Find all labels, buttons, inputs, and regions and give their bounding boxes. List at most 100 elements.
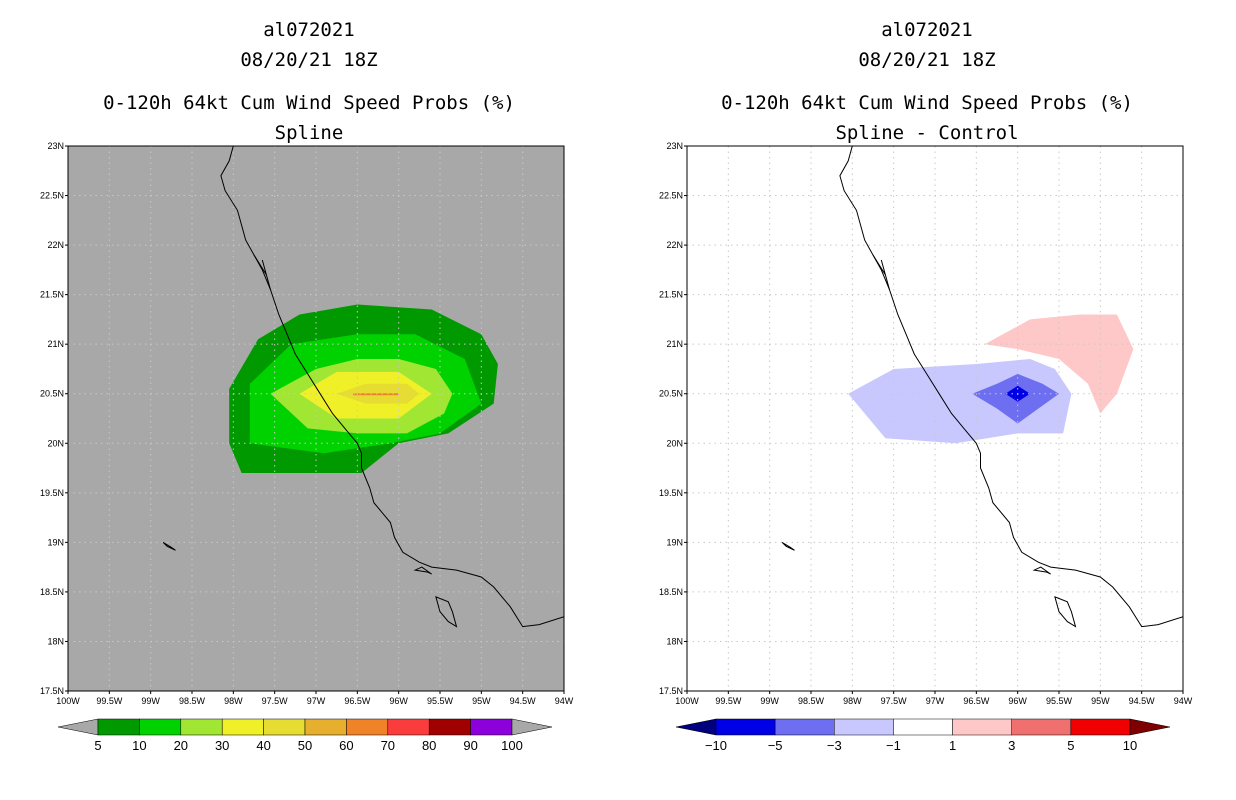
product-title: 0-120h 64kt Cum Wind Speed Probs (%) (721, 92, 1133, 114)
y-tick-label: 19.5N (659, 488, 683, 498)
colorbar-label: 40 (256, 738, 270, 753)
colorbar-segment-2 (834, 718, 894, 736)
x-tick-label: 97W (926, 696, 945, 706)
x-tick-label: 100W (56, 696, 80, 706)
y-tick-label: 18.5N (40, 587, 64, 597)
y-tick-label: 21N (666, 339, 683, 349)
y-tick-label: 21.5N (40, 290, 64, 300)
colorbar-segment-7 (387, 718, 430, 736)
colorbar-label: 5 (1067, 738, 1074, 753)
lagoon-outline (872, 254, 890, 290)
colorbar-label: 5 (94, 738, 101, 753)
y-tick-label: 23N (47, 141, 64, 151)
x-tick-label: 97.5W (262, 696, 289, 706)
contour-level-3 (984, 314, 1134, 414)
colorbar-label: 3 (1008, 738, 1015, 753)
colorbar-over-arrow (511, 718, 553, 736)
colorbar-under-arrow (675, 718, 717, 736)
x-tick-label: 99.5W (715, 696, 742, 706)
colorbar-label: −3 (827, 738, 842, 753)
x-tick-label: 94W (555, 696, 574, 706)
x-tick-label: 98W (843, 696, 862, 706)
x-tick-label: 94.5W (1129, 696, 1156, 706)
island-0 (781, 541, 795, 551)
method-title: Spline (275, 122, 344, 144)
x-tick-label: 96.5W (963, 696, 990, 706)
x-tick-label: 95.5W (427, 696, 454, 706)
colorbar-segment-5 (304, 718, 347, 736)
y-tick-label: 18N (666, 636, 683, 646)
x-tick-label: 98.5W (798, 696, 825, 706)
difference-panel: al072021 08/20/21 18Z 0-120h 64kt Cum Wi… (659, 19, 1193, 753)
coastline (220, 146, 564, 628)
y-tick-label: 20N (666, 438, 683, 448)
y-tick-label: 22.5N (40, 191, 64, 201)
x-tick-label: 97.5W (881, 696, 908, 706)
colorbar-segment-8 (428, 718, 471, 736)
colorbar-segment-3 (221, 718, 264, 736)
x-tick-label: 96.5W (344, 696, 371, 706)
y-tick-label: 17.5N (659, 686, 683, 696)
storm-id-title: al072021 (263, 19, 355, 41)
colorbar-segment-6 (1070, 718, 1131, 736)
colorbar-label: 30 (215, 738, 229, 753)
island-0 (162, 541, 176, 551)
colorbar-label: 60 (339, 738, 353, 753)
colorbar-segment-0 (715, 718, 776, 736)
colorbar-label: −1 (886, 738, 901, 753)
colorbar-label: 10 (1123, 738, 1137, 753)
difference-map: 100W 99.5W 99W 98.5W 98W 97.5W 97W 96.5W 96W 95.5… (659, 141, 1193, 706)
colorbar-segment-2 (180, 718, 223, 736)
x-tick-label: 95W (472, 696, 491, 706)
colorbar-label: 1 (949, 738, 956, 753)
island-1 (413, 566, 432, 575)
x-tick-label: 94.5W (510, 696, 537, 706)
colorbar-over-arrow (1129, 718, 1171, 736)
y-tick-label: 20N (47, 438, 64, 448)
y-tick-label: 18.5N (659, 587, 683, 597)
x-tick-label: 98.5W (179, 696, 206, 706)
colorbar-label: −5 (768, 738, 783, 753)
y-tick-label: 18N (47, 636, 64, 646)
colorbar-segment-0 (97, 718, 140, 736)
y-tick-label: 20.5N (659, 389, 683, 399)
y-tick-label: 21.5N (659, 290, 683, 300)
x-tick-label: 100W (675, 696, 699, 706)
x-tick-label: 99W (141, 696, 160, 706)
y-tick-label: 19N (666, 537, 683, 547)
x-tick-label: 97W (307, 696, 326, 706)
x-tick-label: 99.5W (96, 696, 123, 706)
colorbar-segment-5 (1011, 718, 1072, 736)
x-tick-label: 98W (224, 696, 243, 706)
colorbar-label: 90 (463, 738, 477, 753)
colorbar-label: −10 (705, 738, 727, 753)
y-tick-label: 20.5N (40, 389, 64, 399)
spline-map: 100W 99.5W 99W 98.5W 98W 97.5W 97W 96.5W 96W 95.5… (40, 141, 574, 706)
y-tick-label: 22N (666, 240, 683, 250)
y-tick-label: 23N (666, 141, 683, 151)
y-tick-label: 19N (47, 537, 64, 547)
colorbar-segment-3 (893, 718, 953, 736)
colorbar-segment-4 (263, 718, 306, 736)
colorbar-segment-6 (346, 718, 389, 736)
colorbar-segment-4 (952, 718, 1012, 736)
colorbar-under-arrow (57, 718, 99, 736)
storm-id-title: al072021 (881, 19, 973, 41)
x-tick-label: 94W (1174, 696, 1193, 706)
colorbar-segment-1 (139, 718, 182, 736)
y-tick-label: 22.5N (659, 191, 683, 201)
map-content (687, 146, 1183, 691)
island-1 (1032, 566, 1051, 575)
x-tick-label: 96W (1008, 696, 1027, 706)
colorbar-segment-9 (470, 718, 513, 736)
lagoon-outline (253, 254, 271, 290)
x-tick-label: 99W (760, 696, 779, 706)
y-tick-label: 17.5N (40, 686, 64, 696)
island-2 (1054, 596, 1077, 628)
x-tick-label: 96W (389, 696, 408, 706)
spline-panel: al072021 08/20/21 18Z 0-120h 64kt Cum Wi… (40, 19, 574, 753)
y-tick-label: 21N (47, 339, 64, 349)
spline-colorbar: 5 10 20 30 40 50 60 70 80 90 100 (57, 718, 553, 753)
colorbar-label: 10 (132, 738, 146, 753)
